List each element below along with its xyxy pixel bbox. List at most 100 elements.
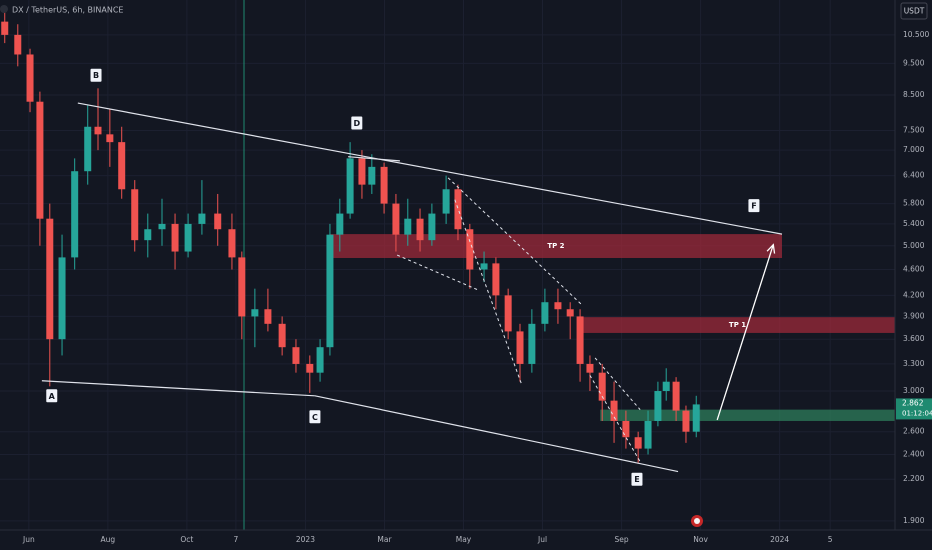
chart-title: DX / TetherUS, 6h, BINANCE [12,6,123,15]
candle-body [516,331,524,364]
wave-label-box [46,389,58,403]
candle-body [46,218,54,340]
candle-body [278,323,286,348]
candle-body [598,372,606,401]
candle-body [554,302,562,310]
symbol-icon [0,5,8,13]
candle-body [566,309,574,317]
x-tick-label: Mar [377,535,392,544]
y-tick-label: 1.900 [903,516,925,525]
y-tick-label: 2.400 [903,449,925,458]
wave-label-box [631,472,643,486]
candle-body [144,229,152,241]
grid [0,0,895,530]
candle-body [610,400,618,421]
wave-label: F [751,202,756,211]
dashed-trend-line [447,177,583,306]
trend-line [41,380,315,397]
candle-body [454,189,462,230]
y-tick-label: 2.600 [903,427,925,436]
arrow [716,244,774,421]
candle-body [428,213,436,241]
dashed-trend-line [454,199,523,386]
x-tick-label: Sep [614,535,628,544]
y-tick-label: 4.600 [903,265,925,274]
candle-body [26,54,34,102]
zone [600,409,895,421]
dashed-trend-line [589,375,641,462]
y-tick-label: 5.400 [903,219,925,228]
trend-line [314,395,679,473]
candle-body [214,213,222,230]
candle-body [131,189,139,241]
zone [329,234,782,258]
candle-body [94,126,102,135]
x-tick-label: 7 [234,535,239,544]
y-tick-label: 3.300 [903,359,925,368]
x-tick-label: Aug [101,535,116,544]
candle-body [292,347,300,364]
x-tick-label: 2023 [296,535,315,544]
y-tick-label: 2.200 [903,474,925,483]
candle-body [492,263,500,296]
candle-body [466,229,474,270]
candle-body [158,223,166,230]
candle-body [264,309,272,324]
price-axis [895,0,932,550]
axes: 10.500 9.500 8.500 7.500 7.000 6.400 5.800 5.40… [22,30,932,544]
plot: TP 2 TP 1 A B C D E F [1,9,895,486]
candle-body [251,309,259,317]
candle-body [84,126,92,172]
candle-body [368,166,376,185]
y-tick-label: 7.500 [903,126,925,135]
y-tick-label: 5.000 [903,241,925,250]
candle-body [198,213,206,224]
trend-line [77,102,783,235]
x-tick-label: Jul [537,535,547,544]
candle-body [692,404,700,432]
candle-body [358,158,366,185]
candle-body [118,142,126,190]
candle-body [184,223,192,252]
x-tick-label: Nov [693,535,708,544]
wave-label: A [49,392,56,401]
y-tick-label: 3.900 [903,311,925,320]
arrow-head [766,243,776,254]
zone-label: TP 1 [729,321,746,329]
wave-label-box [351,116,363,130]
candle-body [480,263,488,270]
wave-label: D [353,119,360,128]
candle-body [306,363,314,373]
y-tick-label: 3.600 [903,334,925,343]
wave-label: E [634,475,639,484]
y-tick-label: 4.200 [903,290,925,299]
last-price-box [896,398,932,420]
candle-body [346,158,354,214]
y-tick-label: 8.500 [903,90,925,99]
wave-label: B [93,71,99,80]
candle-body [14,34,22,55]
currency-box[interactable] [900,2,928,20]
y-tick-label: 10.500 [903,30,929,39]
y-tick-label: 5.800 [903,199,925,208]
candle-body [392,203,400,235]
wave-label-box [309,410,321,424]
x-tick-label: Jun [22,535,35,544]
y-tick-label: 9.500 [903,58,925,67]
candle-body [672,381,680,411]
countdown: 01:12:04 [902,409,932,417]
last-price: 2.862 [902,398,924,407]
candle-body [1,21,9,35]
candle-body [71,171,79,258]
candle-body [622,420,630,438]
candle-body [541,302,549,324]
candle-body [634,437,642,449]
candle-body [644,420,652,449]
candle-body [586,363,594,373]
candle-body [504,295,512,332]
zone [580,317,895,333]
candle-body [106,134,114,143]
candle-body [654,391,662,421]
